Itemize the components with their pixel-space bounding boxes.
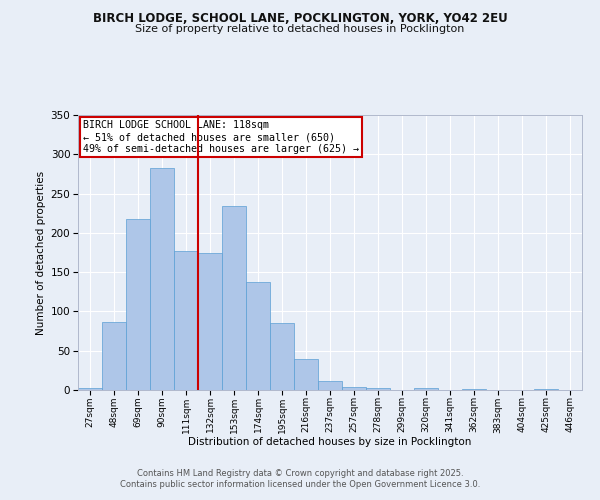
Bar (366, 388, 390, 390)
Text: Contains HM Land Registry data © Crown copyright and database right 2025.: Contains HM Land Registry data © Crown c… (137, 468, 463, 477)
Text: BIRCH LODGE, SCHOOL LANE, POCKLINGTON, YORK, YO42 2EU: BIRCH LODGE, SCHOOL LANE, POCKLINGTON, Y… (92, 12, 508, 26)
Text: Size of property relative to detached houses in Pocklington: Size of property relative to detached ho… (136, 24, 464, 34)
Bar (318, 382, 342, 390)
Bar (294, 358, 318, 390)
Text: BIRCH LODGE SCHOOL LANE: 118sqm
← 51% of detached houses are smaller (650)
49% o: BIRCH LODGE SCHOOL LANE: 118sqm ← 51% of… (83, 120, 359, 154)
Bar (174, 251, 198, 390)
Bar (198, 252, 222, 390)
Bar (342, 387, 366, 390)
Bar (150, 168, 174, 390)
Bar (462, 389, 486, 390)
Text: Contains public sector information licensed under the Open Government Licence 3.: Contains public sector information licen… (120, 480, 480, 489)
X-axis label: Distribution of detached houses by size in Pocklington: Distribution of detached houses by size … (188, 437, 472, 447)
Y-axis label: Number of detached properties: Number of detached properties (37, 170, 46, 334)
Bar (534, 389, 558, 390)
Bar (126, 218, 150, 390)
Bar (222, 206, 246, 390)
Bar (246, 282, 270, 390)
Bar (102, 322, 126, 390)
Bar (78, 388, 102, 390)
Bar (270, 323, 294, 390)
Bar (414, 388, 438, 390)
